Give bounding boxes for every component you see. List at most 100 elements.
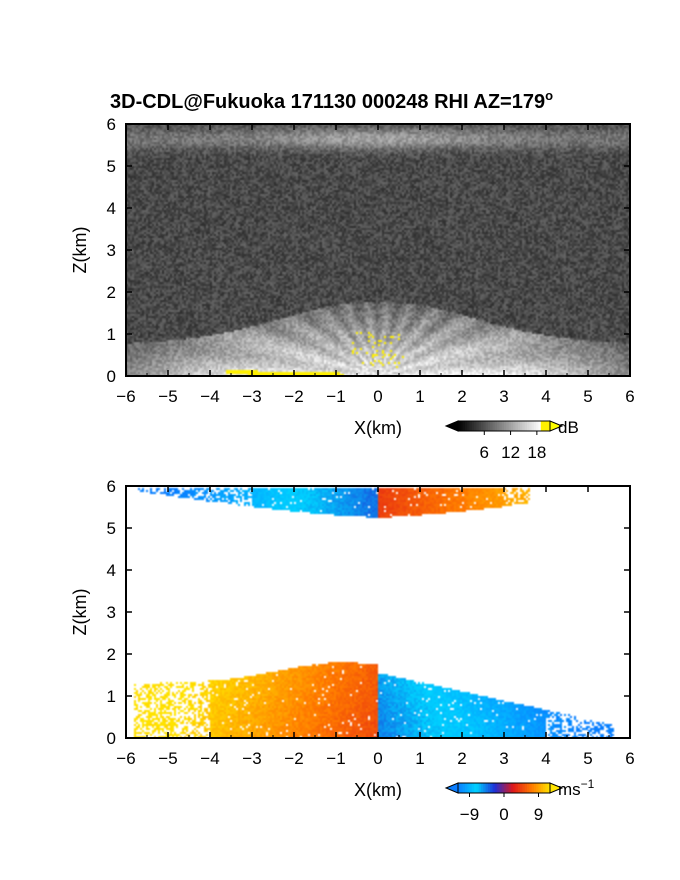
colorbar-segment [508,783,512,793]
x-tick-label: −3 [242,749,261,768]
reflectivity-colorbar: 6 12 18 dB [444,418,579,462]
x-tick-label: −2 [284,387,303,406]
colorbar-unit: dB [558,418,579,437]
x-tick-label: −5 [158,387,177,406]
colorbar-segment [510,783,514,793]
colorbar-segment [469,783,473,793]
colorbar-segment [485,421,489,431]
colorbar-segment [545,421,549,431]
colorbar-segment [481,421,484,431]
y-tick-label: 1 [107,687,116,706]
velocity-xlabel: X(km) [354,780,402,800]
colorbar-segment [515,421,519,431]
colorbar-segment [524,421,528,431]
colorbar-segment [494,783,498,793]
x-tick-label: −4 [200,749,219,768]
colorbar-segment [531,783,535,793]
y-tick-label: 4 [107,561,116,580]
x-tick-label: −3 [242,387,261,406]
colorbar-segment [487,421,491,431]
x-tick-label: 4 [541,749,550,768]
colorbar-tick-label: 0 [499,805,508,824]
x-tick-label: 5 [583,387,592,406]
x-tick-label: 2 [457,749,466,768]
colorbar-segment [547,421,551,431]
colorbar-segment [487,783,491,793]
y-tick-label: 0 [107,729,116,748]
colorbar-segment [490,421,494,431]
y-tick-label: 6 [107,115,116,134]
colorbar-segment [499,421,503,431]
x-tick-label: −4 [200,387,219,406]
colorbar-segment [481,783,484,793]
colorbar-segment [474,783,477,793]
colorbar-under-triangle [444,420,459,432]
velocity-panel: −6 −5 −4 −3 −2 −1 0 1 2 3 4 5 6 0 1 2 3 4 5 6 X(km) Z(km) −… [70,477,635,824]
x-tick-label: −5 [158,749,177,768]
reflectivity-image [126,124,630,376]
colorbar-segment [464,421,468,431]
colorbar-segment [462,421,466,431]
colorbar-segment [533,783,537,793]
reflectivity-ticks: −6 −5 −4 −3 −2 −1 0 1 2 3 4 5 6 0 1 2 3 4 5 6 [107,115,635,406]
colorbar-segment [469,421,473,431]
colorbar-unit: ms−1 [558,777,595,799]
reflectivity-ylabel: Z(km) [70,227,90,274]
colorbar-segment [540,783,544,793]
colorbar-segment [460,421,464,431]
colorbar-segment [478,421,482,431]
x-tick-label: −6 [116,387,135,406]
colorbar-segment [458,421,461,431]
x-tick-label: 0 [373,749,382,768]
colorbar-segment [467,783,471,793]
colorbar-segment [529,783,533,793]
x-tick-label: −1 [326,387,345,406]
colorbar-segment [527,421,530,431]
colorbar-segment [522,421,526,431]
colorbar-tick-label: −9 [460,805,479,824]
colorbar-segment [517,421,521,431]
colorbar-segment [474,421,477,431]
figure-title: 3D-CDL@Fukuoka 171130 000248 RHI AZ=179o [110,88,553,113]
velocity-ticks: −6 −5 −4 −3 −2 −1 0 1 2 3 4 5 6 0 1 2 3 4 5 6 [107,477,635,768]
x-tick-label: 6 [625,749,634,768]
y-tick-label: 4 [107,199,116,218]
colorbar-tick-label: 12 [501,443,520,462]
x-tick-label: 1 [415,387,424,406]
y-tick-label: 3 [107,603,116,622]
colorbar-frame [457,420,551,432]
colorbar-segment [522,783,526,793]
x-tick-label: 0 [373,387,382,406]
colorbar-segment [499,783,503,793]
x-tick-label: 4 [541,387,550,406]
colorbar-segment [471,421,475,431]
colorbar-segment [476,421,480,431]
colorbar-segment [531,421,535,431]
colorbar-segment [517,783,521,793]
colorbar-segment [529,421,533,431]
x-tick-label: 3 [499,749,508,768]
y-tick-label: 6 [107,477,116,496]
colorbar-segment [492,421,496,431]
velocity-ylabel: Z(km) [70,589,90,636]
colorbar-segment [510,421,514,431]
colorbar-under-triangle [444,782,459,794]
colorbar-segment [490,783,494,793]
reflectivity-xlabel: X(km) [354,418,402,438]
x-tick-label: −1 [326,749,345,768]
x-tick-label: −2 [284,749,303,768]
colorbar-segment [533,421,537,431]
colorbar-segment [513,421,517,431]
colorbar-segment [520,421,523,431]
colorbar-segment [501,421,505,431]
x-tick-label: 1 [415,749,424,768]
figure-title-main: 3D-CDL@Fukuoka 171130 000248 RHI AZ=179 [110,91,545,113]
colorbar-segment [540,421,544,431]
colorbar-segment [515,783,519,793]
colorbar-segment [536,421,540,431]
velocity-image [126,486,630,738]
y-tick-label: 0 [107,367,116,386]
colorbar-segment [483,421,487,431]
colorbar-tick-label: 18 [527,443,546,462]
